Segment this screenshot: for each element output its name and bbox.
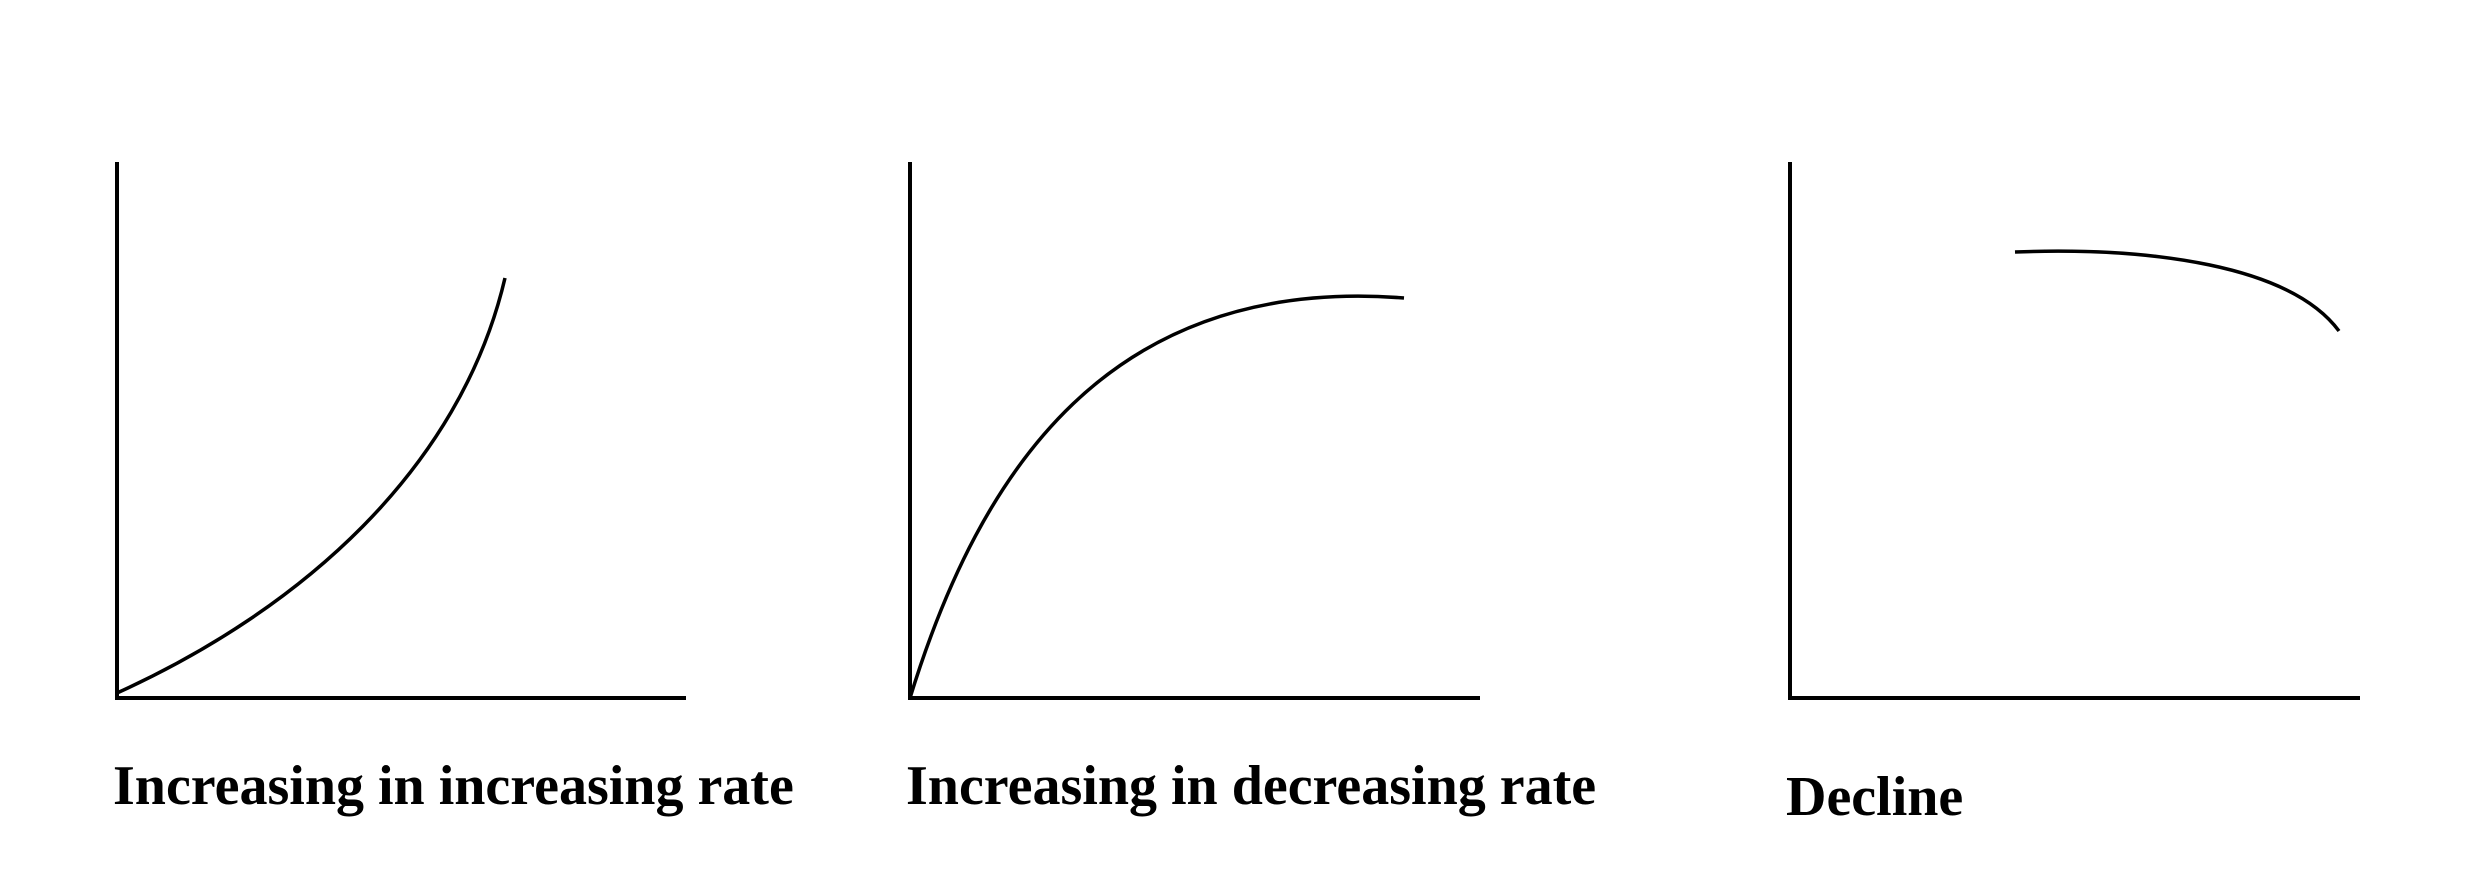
panel-caption: Increasing in increasing rate [113,755,794,817]
panel-caption: Increasing in decreasing rate [906,755,1596,817]
convex-growth-curve [116,277,507,695]
panel-increasing-increasing-rate: Increasing in increasing rate [113,162,794,817]
decline-curve [2014,249,2341,333]
panel-caption: Decline [1786,766,1963,828]
panel-decline: Decline [1786,162,2360,828]
panel-increasing-decreasing-rate: Increasing in decreasing rate [906,162,1596,817]
concave-growth-curve [908,294,1405,699]
